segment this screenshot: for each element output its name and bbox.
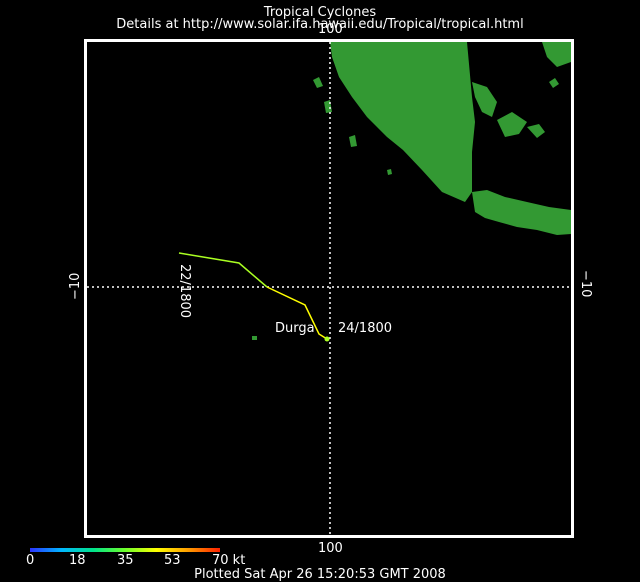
java-landmass — [472, 190, 571, 235]
island-bangka — [497, 112, 527, 137]
bottom-longitude-label: 100 — [318, 541, 343, 556]
island-nias — [324, 100, 332, 113]
legend-tick-4: 70 kt — [212, 553, 246, 568]
top-longitude-label: 100 — [318, 22, 343, 37]
map-title: Tropical Cyclones — [263, 5, 377, 20]
storm-track-early — [178, 252, 268, 288]
island-belitung — [527, 124, 545, 138]
peninsula-landmass — [472, 82, 497, 117]
storm-track-late — [266, 286, 328, 340]
details-link-text: Details at http://www.solar.ifa.hawaii.e… — [116, 17, 524, 32]
legend-tick-3: 53 — [164, 553, 181, 568]
island-siberut — [349, 135, 357, 147]
legend-tick-2: 35 — [117, 553, 134, 568]
storm-name-label: Durga — [275, 321, 315, 336]
island-small-1 — [549, 78, 559, 88]
left-latitude-label: −10 — [68, 272, 83, 300]
sumatra-landmass — [330, 42, 475, 202]
map-frame — [84, 39, 574, 538]
storm-end-time-label: 24/1800 — [338, 321, 393, 336]
right-latitude-label: −10 — [578, 270, 593, 298]
storm-start-time-label: 22/1800 — [177, 264, 192, 319]
legend-tick-1: 18 — [69, 553, 86, 568]
legend-tick-0: 0 — [26, 553, 35, 568]
island-simeulue — [313, 77, 323, 88]
plot-timestamp: Plotted Sat Apr 26 15:20:53 GMT 2008 — [194, 567, 446, 582]
island-enggano — [387, 169, 392, 175]
borneo-landmass — [542, 42, 571, 67]
island-christmas — [252, 336, 257, 340]
wind-speed-colorbar — [30, 548, 220, 552]
map-svg — [87, 42, 571, 535]
storm-end-marker — [324, 336, 330, 342]
